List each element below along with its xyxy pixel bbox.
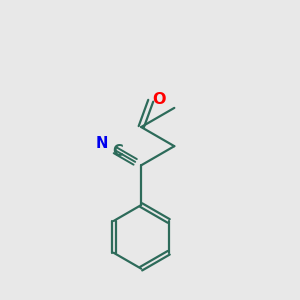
Text: N: N	[96, 136, 108, 151]
Text: C: C	[112, 144, 123, 159]
Text: O: O	[152, 92, 166, 107]
